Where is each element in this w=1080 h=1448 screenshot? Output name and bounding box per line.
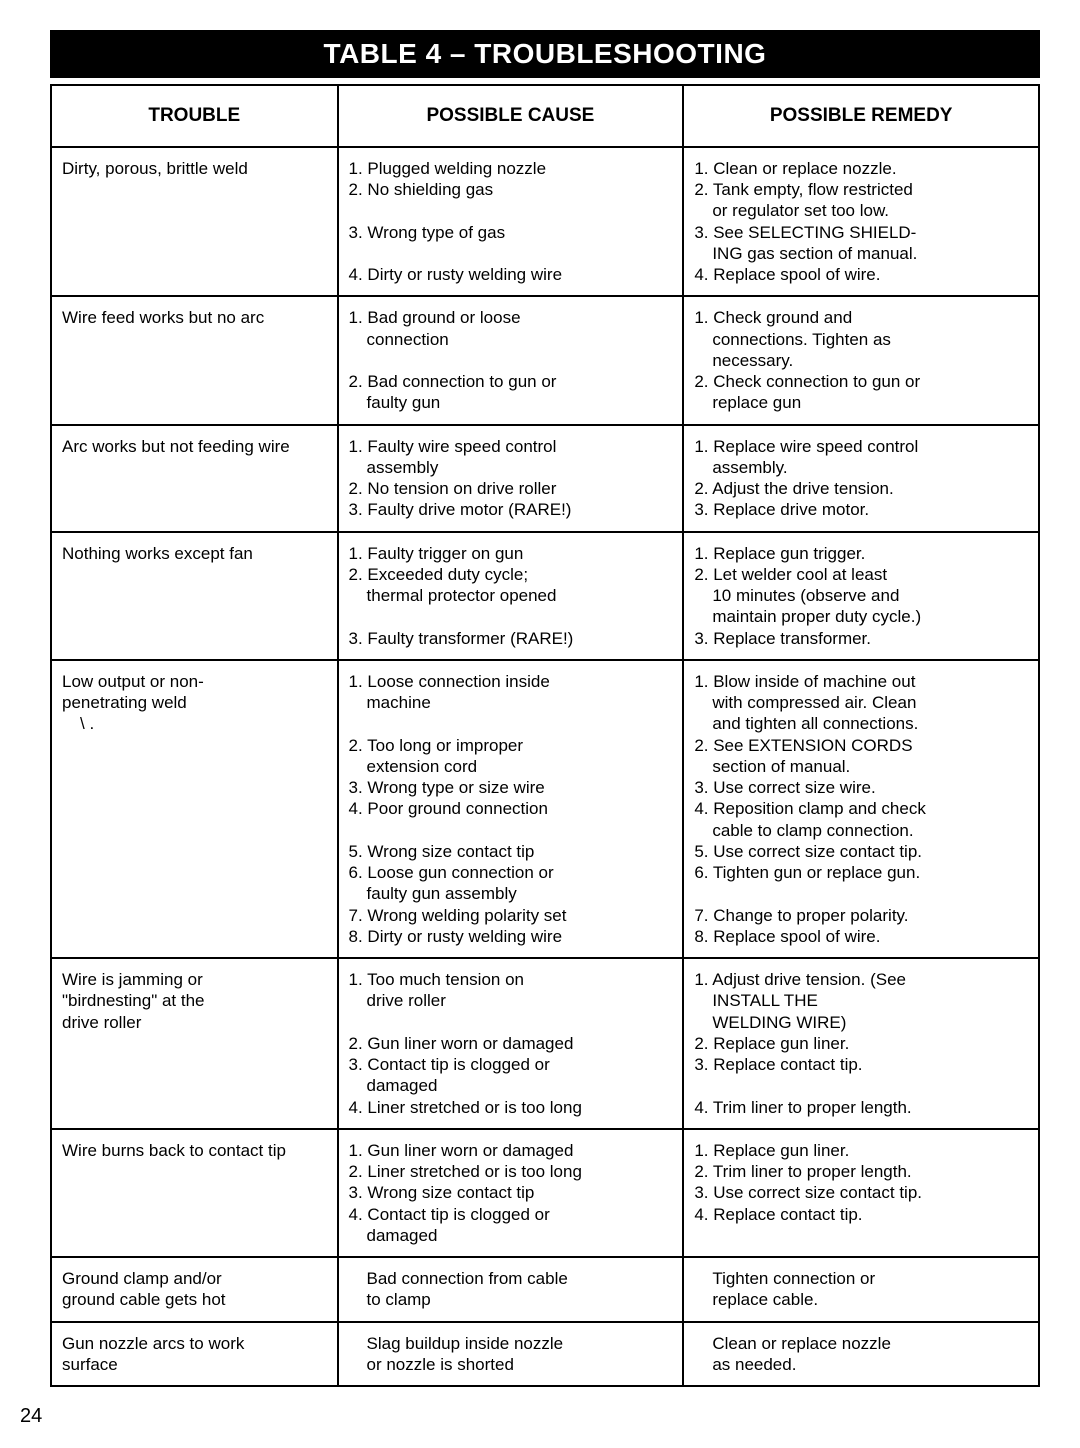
cell-remedy: Tighten connection orreplace cable. [683,1257,1039,1322]
cell-cause: 1. Loose connection insidemachine 2. Too… [338,660,684,958]
table-row: Gun nozzle arcs to worksurfaceSlag build… [51,1322,1039,1387]
cell-remedy: 1. Clean or replace nozzle.2. Tank empty… [683,147,1039,297]
table-row: Dirty, porous, brittle weld1. Plugged we… [51,147,1039,297]
cell-remedy: 1. Replace wire speed controlassembly.2.… [683,425,1039,532]
page-number: 24 [20,1405,1040,1428]
troubleshooting-table: TROUBLE POSSIBLE CAUSE POSSIBLE REMEDY D… [50,84,1040,1387]
table-row: Nothing works except fan1. Faulty trigge… [51,532,1039,660]
table-title-bar: TABLE 4 – TROUBLESHOOTING [50,30,1040,78]
cell-remedy: 1. Check ground andconnections. Tighten … [683,296,1039,424]
troubleshooting-table-wrap: TROUBLE POSSIBLE CAUSE POSSIBLE REMEDY D… [50,84,1040,1387]
cell-cause: Bad connection from cableto clamp [338,1257,684,1322]
cell-trouble: Gun nozzle arcs to worksurface [51,1322,338,1387]
cell-remedy: 1. Replace gun trigger.2. Let welder coo… [683,532,1039,660]
cell-trouble: Wire is jamming or"birdnesting" at thedr… [51,958,338,1129]
cell-cause: 1. Too much tension ondrive roller 2. Gu… [338,958,684,1129]
cell-cause: 1. Faulty wire speed controlassembly2. N… [338,425,684,532]
cell-trouble: Dirty, porous, brittle weld [51,147,338,297]
table-row: Wire feed works but no arc1. Bad ground … [51,296,1039,424]
cell-trouble: Arc works but not feeding wire [51,425,338,532]
table-row: Wire is jamming or"birdnesting" at thedr… [51,958,1039,1129]
cell-cause: 1. Gun liner worn or damaged2. Liner str… [338,1129,684,1257]
table-row: Arc works but not feeding wire1. Faulty … [51,425,1039,532]
col-header-remedy: POSSIBLE REMEDY [683,85,1039,147]
cell-remedy: 1. Replace gun liner.2. Trim liner to pr… [683,1129,1039,1257]
table-body: Dirty, porous, brittle weld1. Plugged we… [51,147,1039,1386]
cell-trouble: Ground clamp and/orground cable gets hot [51,1257,338,1322]
cell-cause: Slag buildup inside nozzleor nozzle is s… [338,1322,684,1387]
table-row: Low output or non-penetrating weld\ .1. … [51,660,1039,958]
col-header-trouble: TROUBLE [51,85,338,147]
table-row: Wire burns back to contact tip1. Gun lin… [51,1129,1039,1257]
cell-remedy: Clean or replace nozzleas needed. [683,1322,1039,1387]
cell-cause: 1. Faulty trigger on gun2. Exceeded duty… [338,532,684,660]
table-row: Ground clamp and/orground cable gets hot… [51,1257,1039,1322]
table-header-row: TROUBLE POSSIBLE CAUSE POSSIBLE REMEDY [51,85,1039,147]
cell-cause: 1. Bad ground or looseconnection 2. Bad … [338,296,684,424]
cell-remedy: 1. Adjust drive tension. (SeeINSTALL THE… [683,958,1039,1129]
cell-remedy: 1. Blow inside of machine outwith compre… [683,660,1039,958]
cell-trouble: Wire feed works but no arc [51,296,338,424]
cell-trouble: Nothing works except fan [51,532,338,660]
cell-trouble: Low output or non-penetrating weld\ . [51,660,338,958]
cell-cause: 1. Plugged welding nozzle2. No shielding… [338,147,684,297]
cell-trouble: Wire burns back to contact tip [51,1129,338,1257]
col-header-cause: POSSIBLE CAUSE [338,85,684,147]
